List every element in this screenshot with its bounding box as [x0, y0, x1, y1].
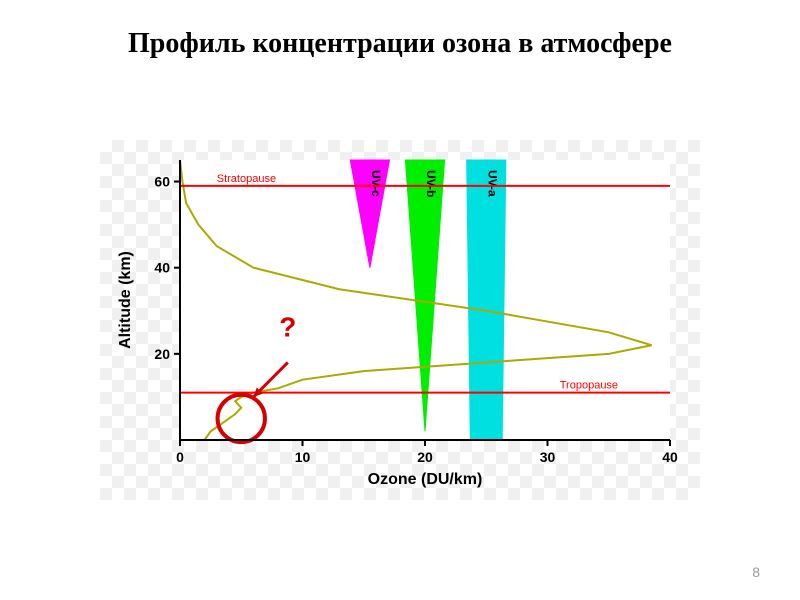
reference-line-label: Stratopause — [217, 173, 276, 185]
chart-svg: UV-c UV-b UV-a Stratopause Tropopause? 0 10 20 3… — [100, 140, 700, 500]
annotation-question: ? — [279, 312, 296, 343]
reference-line-label: Tropopause — [560, 380, 618, 392]
x-tick-label: 30 — [540, 449, 556, 465]
y-tick-label: 20 — [154, 346, 170, 362]
x-tick-label: 40 — [662, 449, 678, 465]
y-tick-label: 40 — [154, 260, 170, 276]
uv-band-label: UV-a — [485, 170, 499, 197]
uv-band-label: UV-b — [424, 170, 438, 197]
x-tick-label: 10 — [295, 449, 311, 465]
page-number: 8 — [752, 564, 760, 580]
ozone-chart: UV-c UV-b UV-a Stratopause Tropopause? 0 10 20 3… — [100, 140, 700, 500]
uv-band-label: UV-c — [369, 170, 383, 197]
y-tick-label: 60 — [154, 174, 170, 190]
uv-band — [467, 160, 506, 440]
x-axis-label: Ozone (DU/km) — [368, 471, 483, 488]
slide-title: Профиль концентрации озона в атмосфере — [0, 28, 800, 60]
x-tick-label: 20 — [417, 449, 433, 465]
y-axis-label: Altitude (km) — [117, 251, 134, 349]
x-tick-label: 0 — [176, 449, 184, 465]
